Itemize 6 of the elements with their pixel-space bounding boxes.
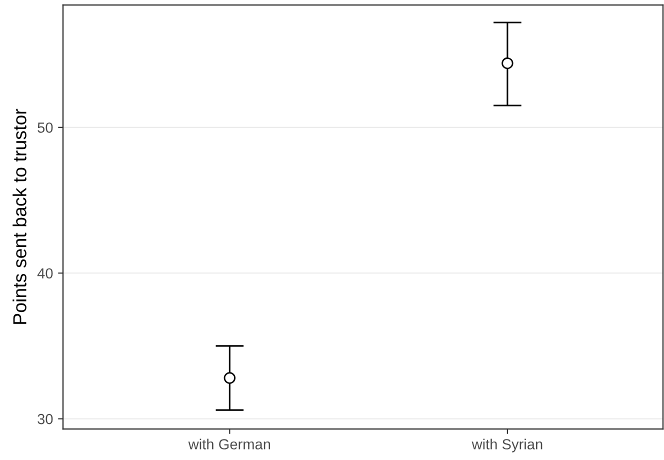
x-tick-label: with Syrian [472, 438, 542, 452]
y-axis-title: Points sent back to trustor [12, 108, 26, 324]
y-tick-label: 40 [37, 268, 53, 279]
x-tick-label: with German [188, 438, 270, 450]
y-tick-label: 50 [38, 122, 53, 133]
y-tick-label: 30 [38, 414, 53, 424]
